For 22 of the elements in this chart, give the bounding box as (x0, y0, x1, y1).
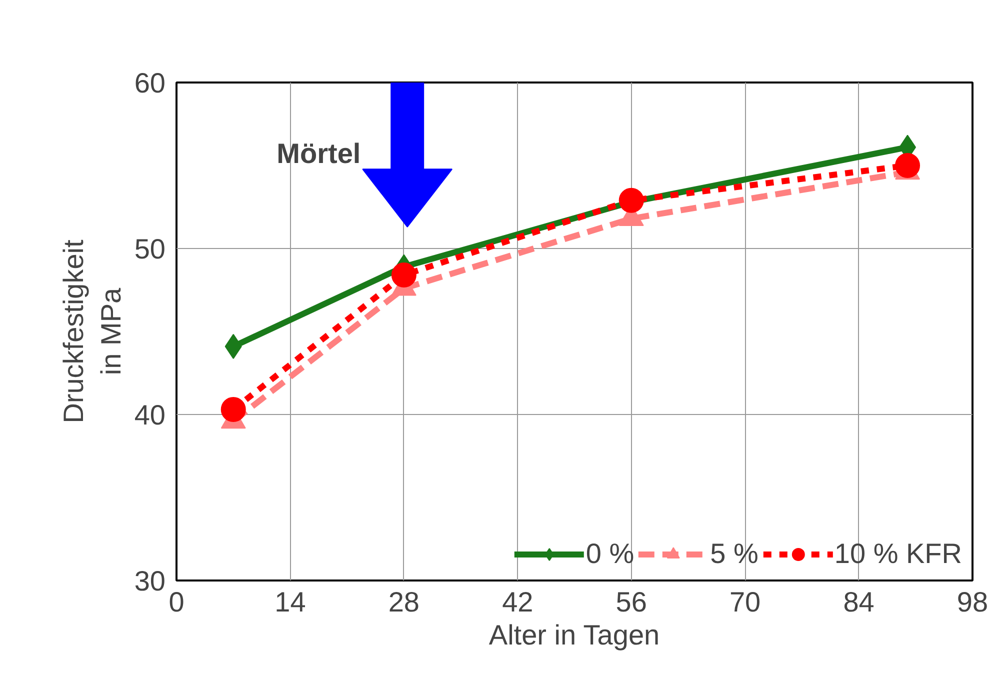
point (391, 262, 416, 288)
x-tick-label: 28 (388, 586, 420, 618)
legend-label: 5 % (710, 538, 758, 570)
y-tick-label: 40 (134, 400, 166, 430)
x-tick-label: 70 (730, 586, 761, 618)
y-tick-label: 30 (134, 566, 166, 596)
y-tick-label: 50 (134, 234, 166, 264)
x-tick-label: 0 (168, 586, 184, 618)
x-tick-label: 42 (502, 586, 534, 618)
x-tick-label: 14 (274, 586, 306, 618)
point (220, 397, 246, 422)
legend-label: 0 % (586, 538, 634, 570)
y-axis-title: Druckfestigkeit in MPa (58, 239, 126, 424)
point (895, 153, 920, 178)
x-tick-label: 56 (616, 586, 647, 618)
x-tick-label: 84 (843, 586, 874, 618)
x-tick-label: 98 (956, 586, 988, 618)
point (618, 188, 644, 213)
annotation: Mörtel (276, 138, 361, 170)
x-axis-title: Alter in Tagen (488, 620, 660, 650)
y-tick-label: 60 (134, 68, 166, 98)
legend-label: 10 % KFR (834, 538, 962, 570)
